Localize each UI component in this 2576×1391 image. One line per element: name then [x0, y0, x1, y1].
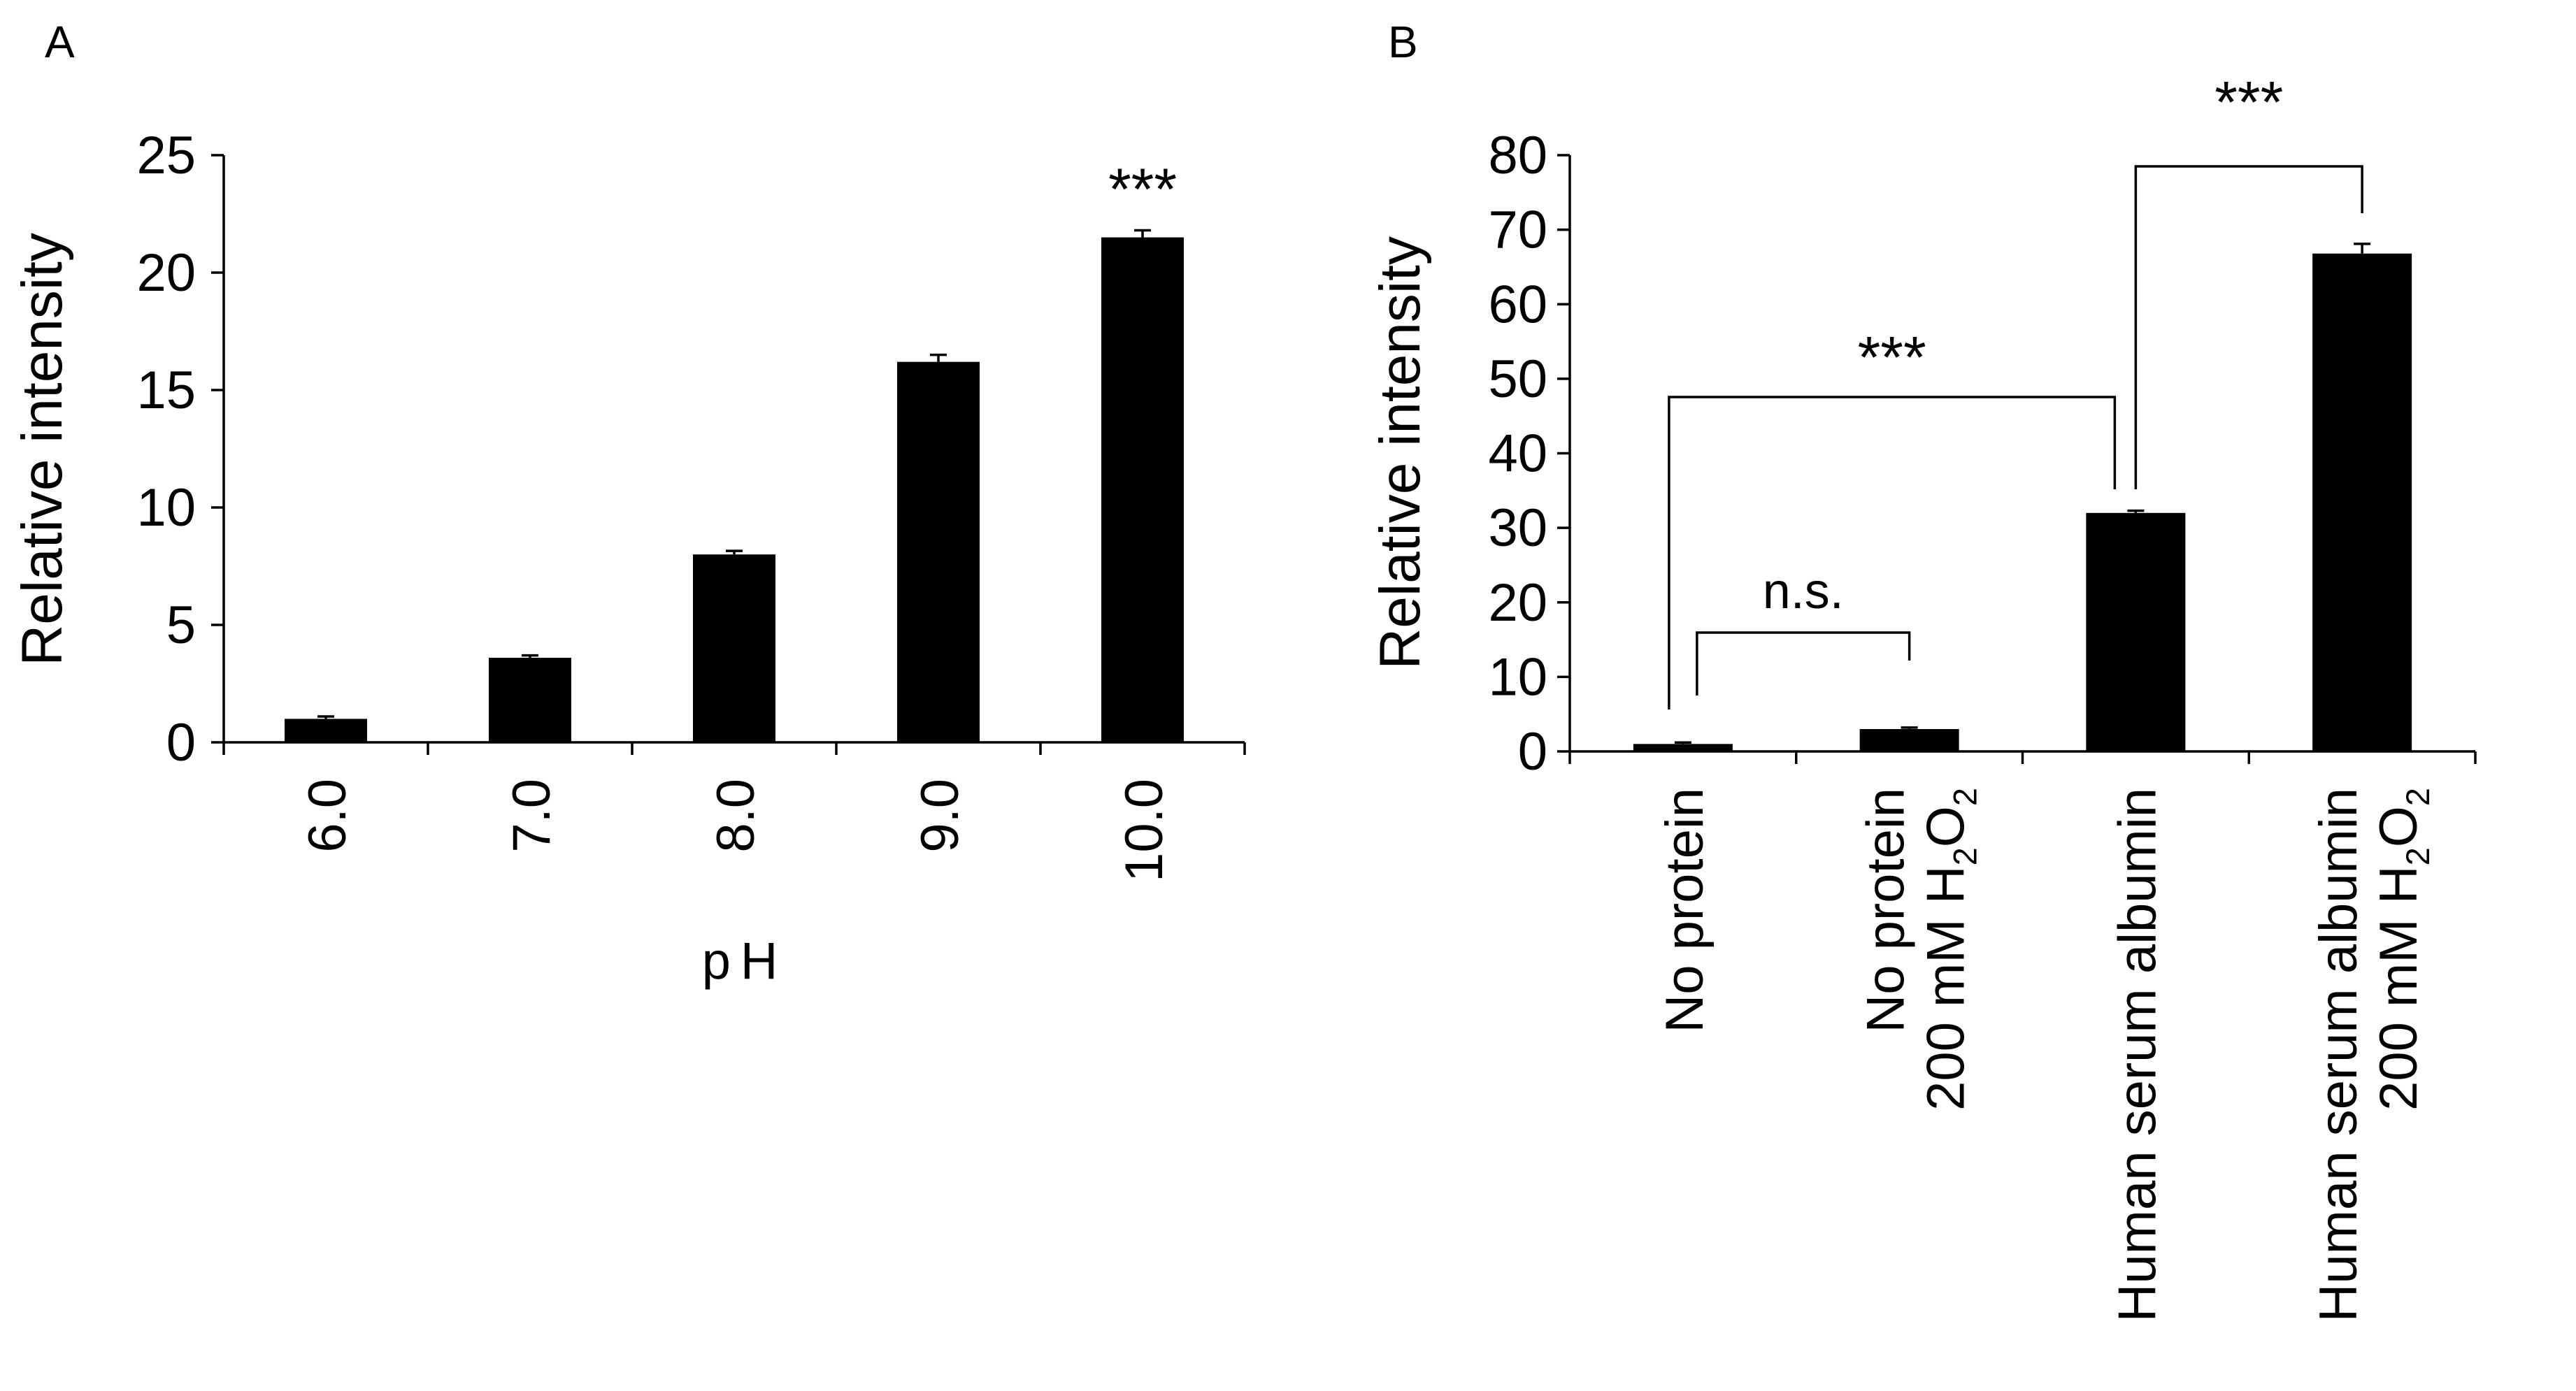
- panel-b-significance-label: ***: [1858, 324, 1926, 390]
- panel-b-y-tick-label: 30: [1488, 498, 1547, 558]
- panel-b-x-tick-label-line2: 200 mM H2O2: [2369, 788, 2436, 1111]
- panel-b-y-tick-label: 60: [1488, 275, 1547, 334]
- panel-a-xlabel: pH: [702, 932, 788, 990]
- panel-a-label: A: [45, 17, 75, 67]
- panel-a-y-tick-label: 10: [136, 478, 196, 538]
- panel-a-significance-label: ***: [1108, 157, 1177, 222]
- panel-b-y-tick-label: 10: [1488, 647, 1547, 707]
- panel-b: B Relative intensity 0 10 20 30 40 50 60 70 80 No…: [1368, 17, 2477, 1322]
- panel-a-bar: [1101, 237, 1184, 743]
- panel-b-ylabel: Relative intensity: [1368, 236, 1432, 670]
- panel-b-significance-label: ***: [2214, 69, 2283, 135]
- panel-b-label: B: [1388, 17, 1418, 67]
- panel-a-bar: [285, 719, 367, 742]
- panel-b-significance-label: n.s.: [1763, 563, 1844, 619]
- panel-a-x-tick-label: 10.0: [1115, 779, 1174, 882]
- panel-a-x-tick-label: 6.0: [298, 779, 357, 853]
- panel-a-y-tick-label: 0: [166, 713, 196, 772]
- panel-b-x-tick-label-line1: Human serum albumin: [2108, 788, 2167, 1322]
- panel-a-y-tick-label: 15: [136, 361, 196, 420]
- panel-b-x-tick-label-line1: Human serum albumin: [2309, 788, 2368, 1322]
- panel-a-bar: [693, 554, 775, 742]
- panel-b-significance-bracket: [1668, 396, 2117, 709]
- panel-a-y-tick-label: 5: [166, 596, 196, 655]
- panel-b-significance-bracket: [2134, 165, 2363, 489]
- panel-b-y-tick-label: 40: [1488, 424, 1547, 484]
- panel-b-bar: [1633, 744, 1733, 751]
- panel-a-bar: [489, 658, 571, 742]
- panel-b-bar: [2312, 253, 2412, 751]
- panel-a-x-tick-label: 8.0: [706, 779, 766, 853]
- panel-b-x-tick-label-line1: No protein: [1655, 788, 1715, 1033]
- panel-b-x-tick-label-line2: 200 mM H2O2: [1917, 788, 1984, 1111]
- panel-b-bar: [1859, 729, 1959, 751]
- panel-a-y-tick-label: 25: [136, 126, 196, 185]
- panel-a: A Relative intensity pH 0 5 10 15 20 25 6.0 7.0…: [10, 17, 1246, 990]
- panel-a-x-tick-label: 7.0: [502, 779, 561, 853]
- panel-a-plot: 0 5 10 15 20 25 6.0 7.0 8.0 9.0 10.0 ***: [136, 126, 1246, 882]
- panel-b-y-tick-label: 70: [1488, 201, 1547, 260]
- panel-a-x-tick-label: 9.0: [910, 779, 970, 853]
- panel-a-y-tick-label: 20: [136, 243, 196, 303]
- panel-b-y-tick-label: 0: [1518, 722, 1547, 781]
- panel-b-significance-bracket: [1696, 631, 1911, 696]
- panel-b-bar: [2086, 512, 2186, 751]
- panel-b-x-tick-label-line1: No protein: [1856, 788, 1916, 1033]
- panel-a-bar: [897, 361, 980, 742]
- panel-b-y-tick-label: 20: [1488, 573, 1547, 633]
- panel-b-y-tick-label: 50: [1488, 349, 1547, 409]
- panel-b-y-tick-label: 80: [1488, 126, 1547, 185]
- panel-a-ylabel: Relative intensity: [10, 233, 74, 666]
